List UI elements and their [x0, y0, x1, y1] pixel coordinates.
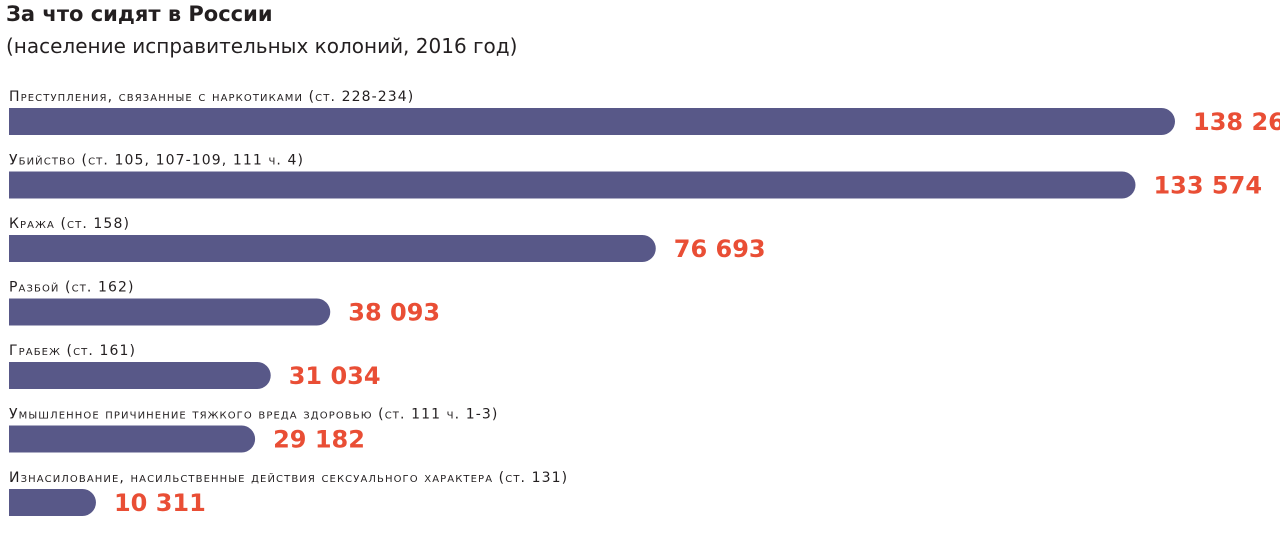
category-label: Умышленное причинение тяжкого вреда здор… — [9, 407, 498, 423]
value-label: 138 260 — [1193, 108, 1280, 136]
value-label: 29 182 — [273, 426, 365, 454]
bar — [9, 362, 271, 389]
chart-subtitle: (население исправительных колоний, 2016 … — [6, 34, 518, 58]
value-label: 10 311 — [114, 489, 206, 517]
category-label: Убийство (ст. 105, 107-109, 111 ч. 4) — [9, 153, 304, 169]
category-label: Изнасилование, насильственные действия с… — [9, 470, 568, 486]
value-label: 133 574 — [1153, 172, 1262, 200]
value-label: 38 093 — [348, 299, 440, 327]
bar — [9, 171, 1136, 199]
value-label: 31 034 — [289, 362, 381, 390]
bar — [9, 235, 656, 262]
bar — [9, 108, 1175, 135]
bar — [9, 298, 331, 326]
value-label: 76 693 — [674, 235, 766, 263]
bar — [9, 425, 256, 453]
chart-title: За что сидят в России — [6, 2, 273, 26]
category-label: Грабеж (ст. 161) — [9, 343, 136, 359]
bar — [9, 489, 96, 516]
category-label: Разбой (ст. 162) — [9, 280, 135, 296]
category-label: Кража (ст. 158) — [9, 216, 130, 232]
category-label: Преступления, связанные с наркотиками (с… — [9, 89, 414, 105]
